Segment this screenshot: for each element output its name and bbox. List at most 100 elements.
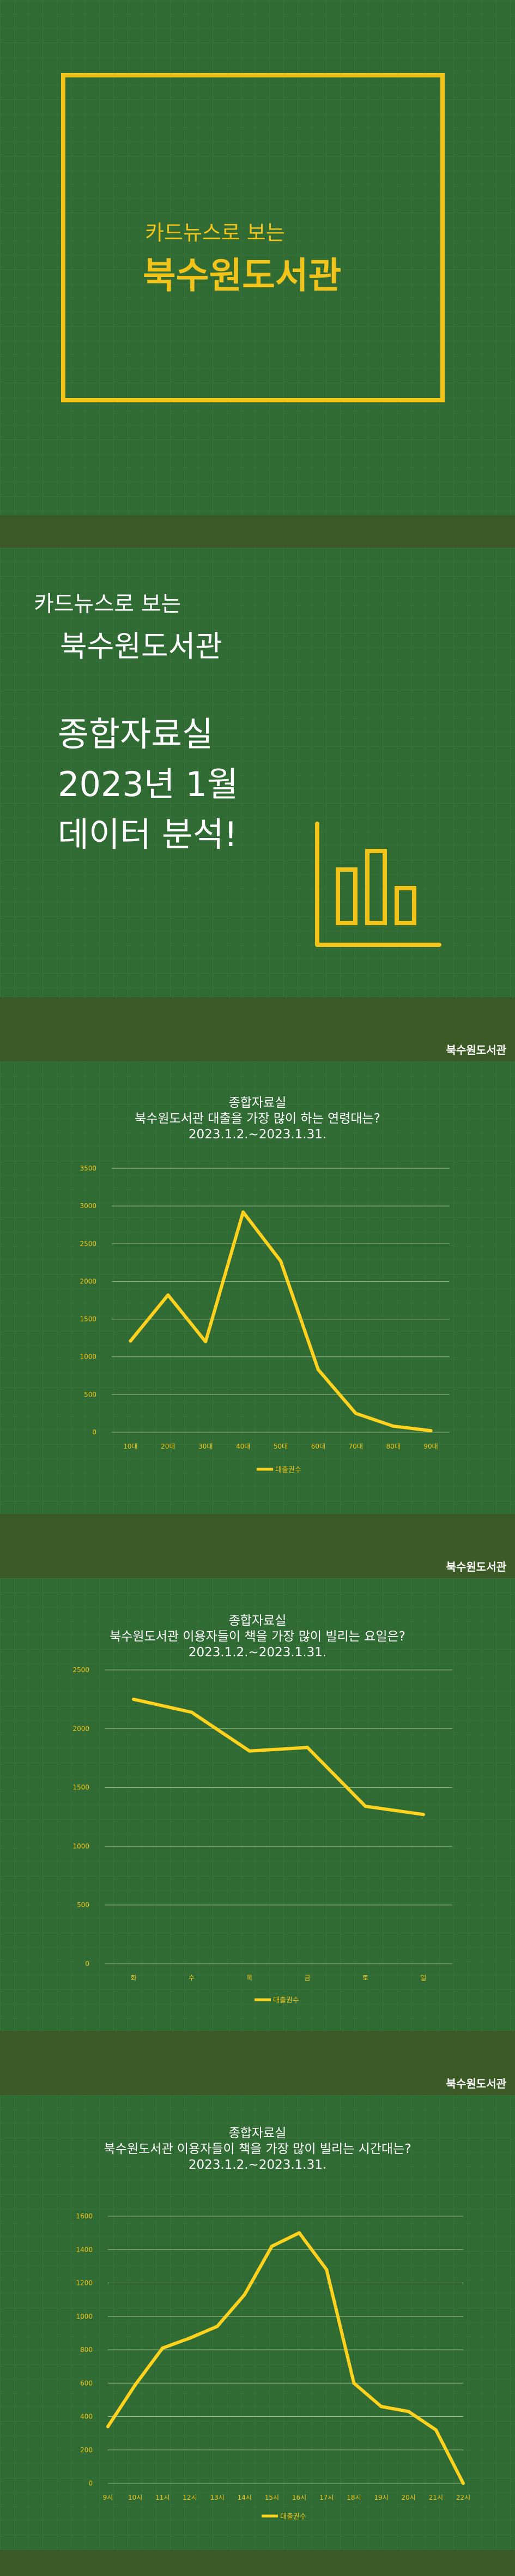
data-point bbox=[462, 2482, 465, 2485]
data-point bbox=[354, 1411, 358, 1415]
bottom-strip bbox=[0, 2550, 515, 2576]
x-tick-label: 60대 bbox=[311, 1443, 325, 1450]
y-tick-label: 1000 bbox=[80, 1353, 96, 1361]
x-tick-label: 금 bbox=[305, 1974, 311, 1982]
y-tick-label: 1500 bbox=[72, 1784, 89, 1791]
data-point bbox=[241, 1210, 245, 1214]
data-point bbox=[298, 2231, 301, 2235]
x-tick-label: 일 bbox=[420, 1974, 426, 1982]
x-tick-label: 30대 bbox=[198, 1443, 213, 1450]
y-tick-label: 0 bbox=[85, 1960, 89, 1968]
y-tick-label: 2000 bbox=[80, 1277, 96, 1285]
chart-title-line-2: 북수원도서관 이용자들이 책을 가장 많이 빌리는 요일은? bbox=[110, 1630, 405, 1644]
x-tick-label: 18시 bbox=[347, 2494, 361, 2501]
data-point bbox=[129, 1339, 132, 1343]
y-tick-label: 1500 bbox=[80, 1316, 96, 1323]
x-tick-label: 13시 bbox=[210, 2494, 224, 2501]
x-tick-label: 80대 bbox=[386, 1443, 401, 1450]
x-tick-label: 9시 bbox=[103, 2494, 113, 2501]
y-tick-label: 0 bbox=[92, 1428, 96, 1436]
chart-title: 종합자료실 북수원도서관 이용자들이 책을 가장 많이 빌리는 시간대는? 20… bbox=[0, 2126, 515, 2173]
intro-line-3: 데이터 분석! bbox=[58, 815, 238, 854]
legend-label: 대출권수 bbox=[280, 2513, 306, 2521]
data-point bbox=[279, 1259, 282, 1263]
x-tick-label: 16시 bbox=[292, 2494, 306, 2501]
y-tick-label: 1600 bbox=[76, 2212, 93, 2220]
y-tick-label: 2000 bbox=[72, 1725, 89, 1733]
x-tick-label: 40대 bbox=[236, 1443, 250, 1450]
cover-title: 북수원도서관 bbox=[143, 255, 342, 297]
legend-label: 대출권수 bbox=[273, 1996, 299, 2005]
divider-strip: 북수원도서관 bbox=[0, 2031, 515, 2095]
series-line bbox=[132, 1697, 425, 1817]
chart-title: 종합자료실 북수원도서관 이용자들이 책을 가장 많이 빌리는 요일은? 202… bbox=[0, 1613, 515, 1661]
chart-title-line-3: 2023.1.2.~2023.1.31. bbox=[188, 1645, 327, 1660]
data-point bbox=[407, 2410, 410, 2414]
intro-card: 카드뉴스로 보는 북수원도서관 종합자료실 2023년 1월 데이터 분석! bbox=[0, 548, 515, 997]
strip-library-label: 북수원도서관 bbox=[446, 1043, 506, 1057]
chart-card-hour: 종합자료실 북수원도서관 이용자들이 책을 가장 많이 빌리는 시간대는? 20… bbox=[0, 2095, 515, 2550]
line-chart-age: 0 500 1000 1500 2000 2500 3000 3500 10대 20대 30대 40대… bbox=[80, 1165, 450, 1474]
chart-title-line-1: 종합자료실 bbox=[228, 1614, 287, 1628]
data-point bbox=[306, 1746, 310, 1749]
data-point bbox=[188, 2336, 192, 2340]
intro-line-1: 종합자료실 bbox=[58, 714, 214, 754]
data-point bbox=[247, 1749, 251, 1753]
data-point bbox=[325, 2268, 329, 2271]
intro-title: 북수원도서관 bbox=[60, 629, 223, 663]
chart-title-line-1: 종합자료실 bbox=[228, 1096, 287, 1110]
data-point bbox=[352, 2381, 356, 2385]
x-tick-label: 90대 bbox=[423, 1443, 438, 1450]
y-tick-label: 2500 bbox=[72, 1666, 89, 1674]
x-tick-label: 12시 bbox=[183, 2494, 197, 2501]
data-point bbox=[379, 2405, 383, 2409]
intro-subtitle: 카드뉴스로 보는 bbox=[34, 592, 181, 617]
series-line bbox=[106, 2231, 465, 2485]
y-tick-label: 3500 bbox=[80, 1165, 96, 1172]
data-point bbox=[215, 2325, 219, 2328]
line-chart-hour: 0 200 400 600 800 1000 1200 1400 1600 9시 10시 11시 12시… bbox=[76, 2212, 470, 2521]
intro-line-2: 2023년 1월 bbox=[58, 764, 239, 804]
x-tick-label: 50대 bbox=[274, 1443, 288, 1450]
y-tick-label: 2500 bbox=[80, 1240, 96, 1247]
cover-subtitle: 카드뉴스로 보는 bbox=[145, 221, 285, 245]
y-tick-label: 1000 bbox=[72, 1842, 89, 1850]
x-tick-label: 수 bbox=[189, 1974, 195, 1982]
x-tick-label: 20시 bbox=[402, 2494, 416, 2501]
y-tick-label: 400 bbox=[80, 2413, 93, 2421]
y-tick-label: 1400 bbox=[76, 2246, 93, 2253]
y-tick-label: 0 bbox=[88, 2480, 93, 2487]
data-point bbox=[270, 2245, 274, 2248]
y-tick-label: 1000 bbox=[76, 2313, 93, 2320]
data-point bbox=[166, 1293, 170, 1297]
chart-title-line-2: 북수원도서관 대출을 가장 많이 하는 연령대는? bbox=[135, 1112, 380, 1126]
x-tick-label: 17시 bbox=[319, 2494, 334, 2501]
y-tick-label: 3000 bbox=[80, 1202, 96, 1210]
data-point bbox=[243, 2293, 246, 2296]
data-point bbox=[161, 2346, 165, 2350]
bar-chart-icon bbox=[315, 822, 441, 947]
x-tick-label: 20대 bbox=[161, 1443, 175, 1450]
divider-strip bbox=[0, 515, 515, 548]
x-tick-label: 70대 bbox=[349, 1443, 363, 1450]
legend-label: 대출권수 bbox=[275, 1466, 301, 1474]
strip-library-label: 북수원도서관 bbox=[446, 2077, 506, 2090]
x-tick-label: 10시 bbox=[128, 2494, 142, 2501]
cover-card: 카드뉴스로 보는 북수원도서관 bbox=[0, 0, 515, 515]
data-point bbox=[429, 1429, 433, 1433]
divider-strip: 북수원도서관 bbox=[0, 1514, 515, 1578]
y-tick-label: 500 bbox=[77, 1901, 89, 1909]
x-tick-label: 22시 bbox=[456, 2494, 470, 2501]
chart-title-line-3: 2023.1.2.~2023.1.31. bbox=[188, 2158, 327, 2172]
y-tick-label: 600 bbox=[80, 2379, 93, 2387]
y-tick-label: 1200 bbox=[76, 2279, 93, 2287]
data-point bbox=[363, 1805, 367, 1808]
chart-card-weekday: 종합자료실 북수원도서관 이용자들이 책을 가장 많이 빌리는 요일은? 202… bbox=[0, 1578, 515, 2031]
x-tick-label: 21시 bbox=[429, 2494, 443, 2501]
cover-frame bbox=[61, 73, 445, 402]
x-tick-label: 목 bbox=[246, 1974, 252, 1982]
divider-strip: 북수원도서관 bbox=[0, 997, 515, 1061]
data-point bbox=[421, 1813, 425, 1817]
x-tick-label: 화 bbox=[131, 1974, 137, 1982]
